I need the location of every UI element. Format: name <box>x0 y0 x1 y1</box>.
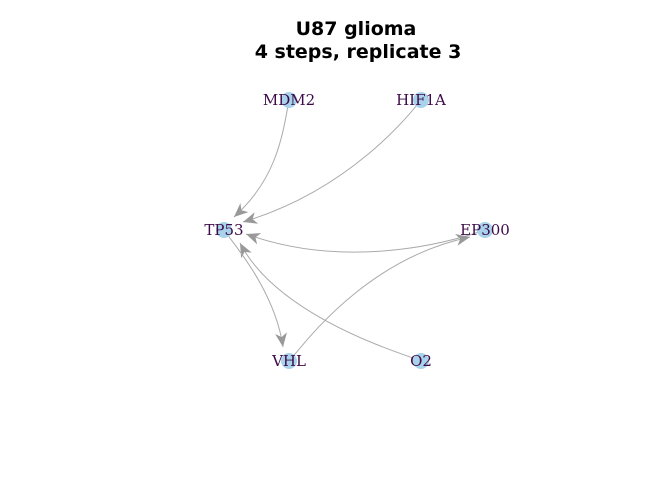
node-label-tp53: TP53 <box>204 221 243 239</box>
node-label-hif1a: HIF1A <box>396 91 446 109</box>
arrowhead-ep300-to-tp53 <box>246 233 262 245</box>
node-hif1a <box>413 92 429 108</box>
arrowhead-tp53-to-vhl <box>275 332 287 347</box>
arrowhead-hif1a-to-tp53 <box>243 212 259 224</box>
arrowhead-vhl-to-ep300 <box>455 233 470 246</box>
node-label-o2: O2 <box>410 352 432 370</box>
diagram-title-line2: 4 steps, replicate 3 <box>255 41 462 63</box>
arrowhead-o2-to-tp53 <box>240 243 252 259</box>
edge-mdm2-to-tp53 <box>233 99 290 218</box>
edge-tp53-to-vhl <box>223 229 284 348</box>
arrowhead-mdm2-to-tp53 <box>234 203 249 217</box>
edge-ep300-to-tp53 <box>245 229 486 253</box>
edge-vhl-to-ep300 <box>288 236 471 362</box>
nodes-layer: MDM2 HIF1A TP53 EP300 VHL O2 <box>204 91 509 370</box>
node-o2 <box>413 353 429 369</box>
node-label-ep300: EP300 <box>460 221 510 239</box>
node-label-mdm2: MDM2 <box>263 91 315 109</box>
edges-layer <box>223 99 486 362</box>
node-vhl <box>281 353 297 369</box>
node-tp53 <box>216 222 232 238</box>
edge-o2-to-tp53 <box>239 242 422 362</box>
node-mdm2 <box>281 92 297 108</box>
node-label-vhl: VHL <box>271 352 306 370</box>
diagram-title-line1: U87 glioma <box>296 18 417 40</box>
edge-hif1a-to-tp53 <box>242 99 422 223</box>
node-ep300 <box>477 222 493 238</box>
